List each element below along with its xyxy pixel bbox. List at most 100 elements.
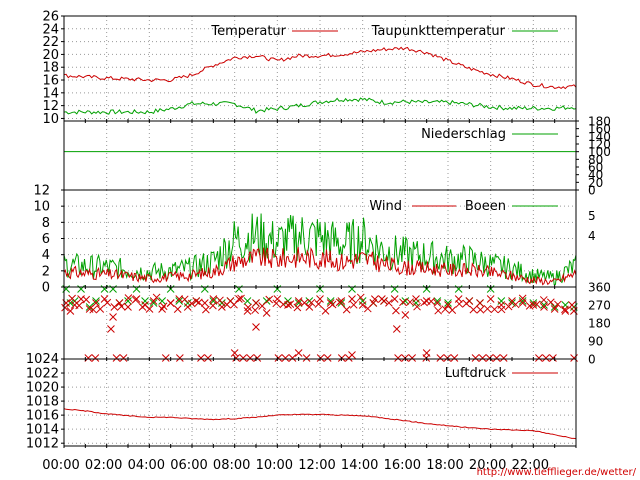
temperature-y-tick: 20 <box>42 48 59 63</box>
wind-direction-mark <box>307 298 316 307</box>
wind-direction-mark <box>252 323 260 331</box>
gust-direction-mark <box>497 297 506 305</box>
wind-direction-mark <box>91 354 100 362</box>
wind-direction-mark <box>412 295 420 303</box>
wind-direction-mark <box>288 354 297 362</box>
wind-direction-mark <box>462 299 471 308</box>
wind-direction-mark <box>96 305 105 313</box>
wind-direction-mark <box>251 306 260 315</box>
wind-direction-mark <box>232 354 241 362</box>
gust-direction-mark <box>294 299 303 307</box>
wind-direction-mark <box>161 354 170 362</box>
wind-direction-mark <box>420 298 428 307</box>
wind-direction-mark <box>328 300 337 309</box>
wind-direction-mark <box>518 294 527 303</box>
direction-right-tick: 0 <box>588 353 596 367</box>
wind-direction-mark <box>316 295 324 303</box>
gust-direction-mark <box>124 297 132 305</box>
wind-direction-mark <box>75 301 84 310</box>
legend-temperature-label: Temperatur <box>210 24 286 39</box>
precipitation-y-tick: 40 <box>588 168 603 182</box>
wind-direction-mark <box>370 295 379 303</box>
wind-direction-mark <box>401 311 410 319</box>
wind-direction-mark <box>455 300 464 308</box>
x-tick-label: 10:00 <box>256 458 293 473</box>
wind-direction-mark <box>450 354 459 362</box>
wind-direction-mark <box>119 354 128 362</box>
wind-direction-mark <box>535 354 543 362</box>
wind-direction-mark <box>192 297 201 305</box>
legend-pressure-label: Luftdruck <box>445 366 507 381</box>
x-tick-label: 14:00 <box>341 458 378 473</box>
wind-direction-mark <box>378 295 386 303</box>
wind-direction-mark <box>358 301 367 309</box>
wind-direction-mark <box>441 305 450 314</box>
wind-direction-mark <box>61 303 69 312</box>
wind-direction-mark <box>252 299 260 307</box>
wind-direction-mark <box>159 302 168 311</box>
wind-direction-mark <box>305 303 314 311</box>
gust-direction-mark <box>175 297 184 305</box>
wind-direction-mark <box>237 294 245 303</box>
wind-direction-mark <box>145 305 154 313</box>
temperature-line <box>63 46 577 90</box>
pressure-y-tick: 1022 <box>26 367 59 382</box>
wind-direction-mark <box>117 302 126 311</box>
wind-direction-mark <box>492 354 501 362</box>
wind-direction-mark <box>131 295 140 304</box>
gust-direction-mark <box>92 297 100 305</box>
gust-direction-mark <box>326 297 335 305</box>
wind-direction-mark <box>385 299 393 307</box>
wind-direction-mark <box>356 293 365 302</box>
wind-direction-mark <box>394 354 402 362</box>
wind-direction-mark <box>197 354 205 362</box>
wind-direction-mark <box>444 301 452 309</box>
wind-direction-mark <box>486 295 495 303</box>
wind-y-tick: 0 <box>42 281 50 296</box>
wind-right-tick: 4 <box>588 229 596 243</box>
wind-direction-mark <box>262 309 271 317</box>
direction-right-tick: 90 <box>588 335 603 349</box>
wind-direction-mark <box>194 298 203 307</box>
wind-direction-mark <box>202 305 210 314</box>
wind-direction-mark <box>471 354 480 362</box>
pressure-y-tick: 1012 <box>26 437 59 452</box>
legend-wind-label: Wind <box>369 199 402 214</box>
wind-direction-mark <box>363 304 372 313</box>
wind-direction-mark <box>246 354 255 362</box>
pressure-y-tick: 1024 <box>26 352 59 367</box>
gust-direction-mark <box>141 297 149 305</box>
x-tick-label: 20:00 <box>469 458 506 473</box>
dewpoint-line <box>63 97 577 115</box>
wind-direction-mark <box>253 354 262 362</box>
gust-direction-mark <box>149 299 158 307</box>
wind-direction-mark <box>554 300 562 309</box>
gust-direction-mark <box>337 299 346 307</box>
x-tick-label: 08:00 <box>213 458 250 473</box>
wind-direction-mark <box>408 354 417 362</box>
wind-direction-mark <box>68 294 76 303</box>
wind-direction-mark <box>218 303 226 311</box>
wind-direction-mark <box>413 302 421 311</box>
wind-direction-mark <box>138 303 147 311</box>
pressure-y-tick: 1020 <box>26 381 59 396</box>
wind-direction-mark <box>406 298 414 306</box>
x-tick-label: 00:00 <box>42 458 79 473</box>
legend-dewpoint-label: Taupunkttemperatur <box>371 24 506 39</box>
legend-precipitation-label: Niederschlag <box>421 127 506 142</box>
wind-direction-mark <box>216 296 224 305</box>
temperature-y-tick: 18 <box>42 61 59 76</box>
wind-direction-mark <box>490 305 499 314</box>
x-tick-label: 06:00 <box>170 458 207 473</box>
wind-direction-mark <box>89 305 98 314</box>
wind-direction-mark <box>110 303 119 311</box>
wind-direction-mark <box>349 300 358 309</box>
wind-direction-mark <box>314 300 323 308</box>
wind-direction-mark <box>399 298 407 307</box>
temperature-y-tick: 16 <box>42 74 59 89</box>
wind-right-tick: 5 <box>588 209 596 223</box>
wind-direction-mark <box>525 302 534 310</box>
gust-direction-mark <box>158 297 166 305</box>
pressure-y-tick: 1018 <box>26 395 59 410</box>
wind-direction-mark <box>323 354 332 362</box>
